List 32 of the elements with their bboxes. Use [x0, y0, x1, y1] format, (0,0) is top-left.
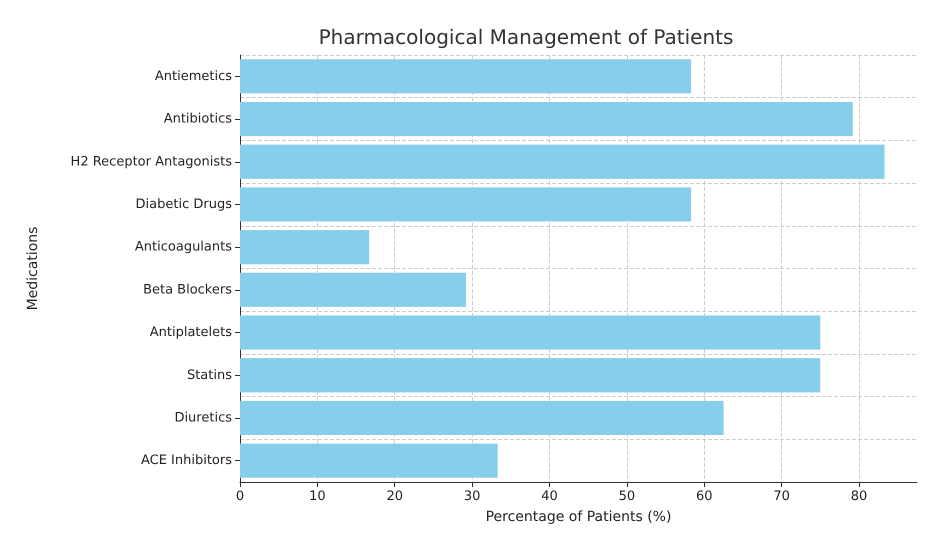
x-tick-label: 80 [850, 489, 868, 504]
y-axis-title: Medications [25, 226, 41, 310]
x-tick-label: 0 [236, 489, 244, 504]
bar [240, 400, 724, 436]
bar [240, 272, 466, 307]
bar [240, 444, 498, 478]
bar [240, 187, 692, 222]
bar [240, 144, 885, 179]
y-tick-label: Antibiotics [164, 112, 232, 127]
bar [240, 230, 370, 264]
chart-title: Pharmacological Management of Patients [318, 25, 734, 49]
x-tick-label: 70 [773, 489, 790, 504]
bar [240, 102, 853, 136]
y-tick-label: H2 Receptor Antagonists [70, 154, 232, 170]
y-tick-label: Antiplatelets [150, 325, 232, 340]
x-tick-label: 60 [696, 489, 712, 504]
y-tick-label: Anticoagulants [134, 240, 232, 255]
x-tick-label: 50 [618, 489, 636, 504]
y-tick-label: Antiemetics [154, 68, 232, 84]
y-tick-label: ACE Inhibitors [140, 453, 232, 468]
x-tick-label: 30 [464, 489, 480, 504]
x-tick-label: 40 [541, 489, 558, 504]
y-tick-label: Statins [186, 368, 232, 383]
y-tick-label: Diabetic Drugs [136, 196, 232, 212]
y-tick-label: Beta Blockers [143, 282, 232, 298]
x-axis-title: Percentage of Patients (%) [486, 509, 672, 525]
bar [240, 59, 692, 94]
y-tick-label: Diuretics [174, 410, 232, 426]
x-tick-label: 20 [386, 489, 404, 504]
x-tick-label: 10 [309, 489, 326, 504]
bar [240, 358, 820, 392]
bar [240, 315, 820, 350]
